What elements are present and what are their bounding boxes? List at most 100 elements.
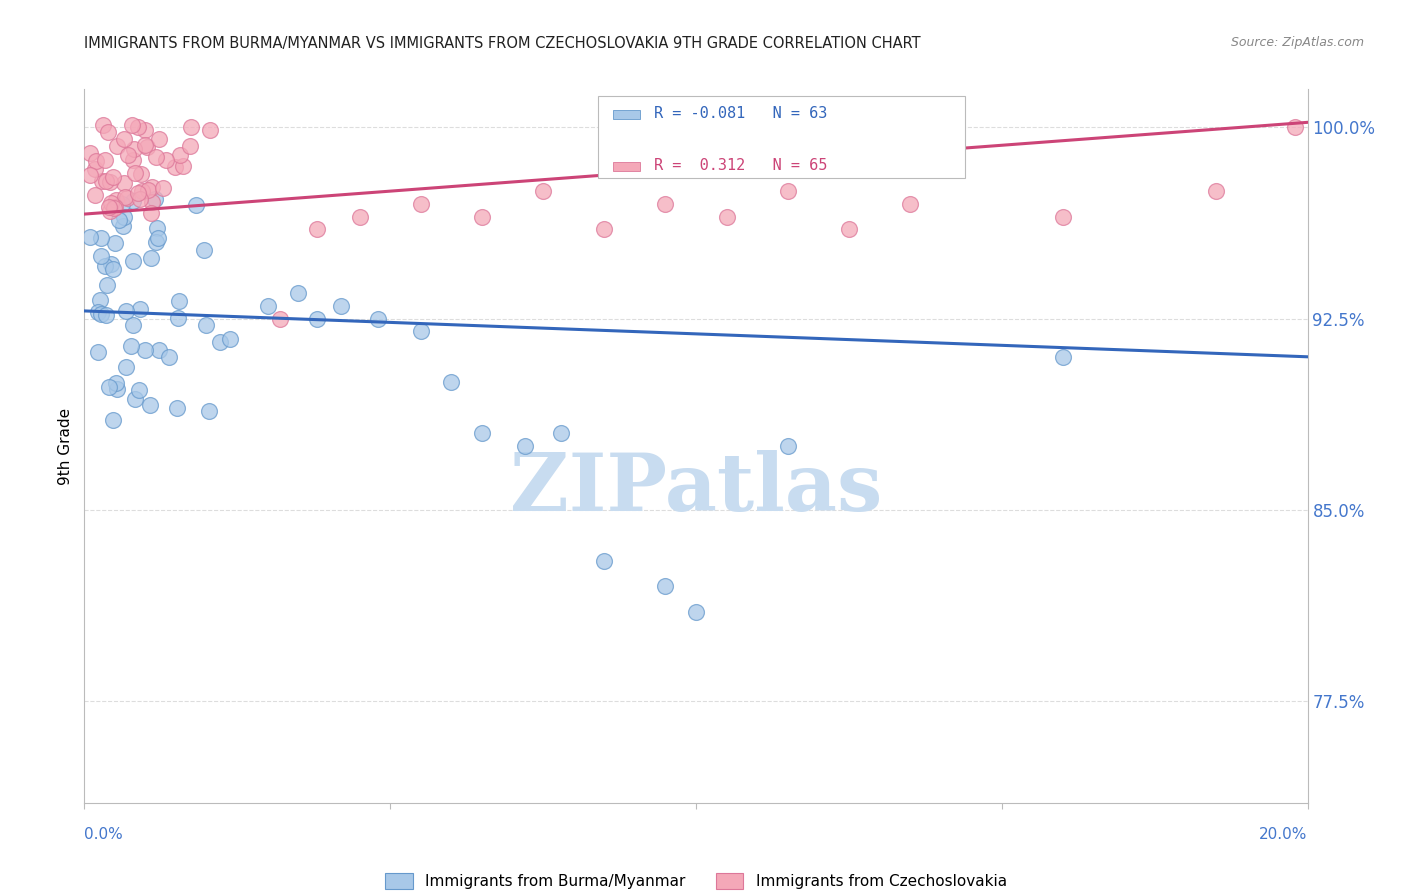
Point [531, 184, 554, 198]
Point [127, 120, 149, 135]
Point [471, 210, 494, 224]
Point [155, 153, 177, 167]
Point [146, 220, 169, 235]
Point [193, 244, 215, 258]
Point [128, 302, 150, 317]
Point [550, 426, 572, 441]
Point [776, 184, 799, 198]
Point [114, 304, 136, 318]
Point [127, 186, 149, 201]
Point [93, 153, 115, 168]
Point [97, 200, 120, 214]
Point [654, 197, 676, 211]
Point [349, 210, 371, 224]
Point [83, 162, 105, 177]
Point [111, 219, 134, 233]
Text: 20.0%: 20.0% [1260, 827, 1308, 841]
Point [101, 169, 124, 184]
Point [112, 176, 135, 190]
Point [129, 192, 152, 206]
Point [104, 376, 127, 390]
Point [143, 192, 166, 206]
Point [91, 174, 114, 188]
Point [141, 179, 163, 194]
Point [138, 398, 160, 412]
Point [94, 259, 117, 273]
Point [122, 194, 145, 209]
Point [330, 299, 353, 313]
Point [838, 222, 860, 236]
Point [79, 168, 101, 182]
Point [440, 376, 463, 390]
Point [134, 343, 156, 357]
Text: 0.0%: 0.0% [84, 827, 124, 841]
Point [593, 222, 616, 236]
Point [104, 235, 127, 250]
Point [776, 439, 799, 453]
Point [122, 318, 145, 333]
Point [180, 120, 202, 134]
Point [90, 249, 112, 263]
Point [1052, 210, 1074, 224]
Point [145, 235, 167, 249]
Point [209, 334, 232, 349]
Point [166, 401, 188, 416]
Point [115, 359, 138, 374]
Point [287, 286, 309, 301]
Text: R =  0.312   N = 65: R = 0.312 N = 65 [654, 158, 828, 173]
Point [129, 167, 152, 181]
Point [97, 380, 120, 394]
Point [179, 138, 201, 153]
Point [198, 404, 221, 418]
Point [141, 194, 163, 209]
Point [654, 579, 676, 593]
FancyBboxPatch shape [613, 110, 640, 120]
Text: ZIPatlas: ZIPatlas [510, 450, 882, 528]
Text: Source: ZipAtlas.com: Source: ZipAtlas.com [1230, 36, 1364, 49]
Point [1284, 120, 1306, 135]
Point [139, 251, 162, 265]
Point [94, 308, 117, 322]
Point [136, 140, 159, 154]
Point [194, 318, 217, 333]
Point [269, 311, 291, 326]
FancyBboxPatch shape [613, 161, 640, 171]
Point [218, 332, 240, 346]
Point [305, 222, 328, 236]
Point [96, 173, 118, 187]
Point [90, 231, 112, 245]
Point [121, 118, 143, 132]
Text: IMMIGRANTS FROM BURMA/MYANMAR VS IMMIGRANTS FROM CZECHOSLOVAKIA 9TH GRADE CORREL: IMMIGRANTS FROM BURMA/MYANMAR VS IMMIGRA… [84, 36, 921, 51]
Point [90, 307, 112, 321]
Point [114, 190, 136, 204]
Point [471, 426, 494, 441]
Point [148, 131, 170, 145]
Point [79, 230, 101, 244]
Point [112, 210, 135, 224]
Point [148, 343, 170, 357]
Point [86, 344, 108, 359]
Point [105, 382, 128, 396]
Point [86, 305, 108, 319]
Point [100, 195, 122, 210]
Point [111, 196, 134, 211]
Point [124, 392, 146, 407]
Point [84, 153, 107, 168]
Point [124, 166, 146, 180]
Point [112, 132, 135, 146]
Point [134, 122, 156, 136]
Point [409, 324, 432, 338]
Point [409, 197, 432, 211]
Point [167, 293, 190, 308]
Point [685, 605, 707, 619]
Point [98, 175, 121, 189]
Point [184, 198, 207, 212]
Point [103, 413, 125, 427]
Point [105, 139, 128, 153]
Point [257, 299, 280, 313]
Point [152, 180, 174, 194]
Point [136, 182, 159, 196]
Point [97, 125, 120, 139]
Point [716, 210, 738, 224]
Point [131, 184, 153, 198]
